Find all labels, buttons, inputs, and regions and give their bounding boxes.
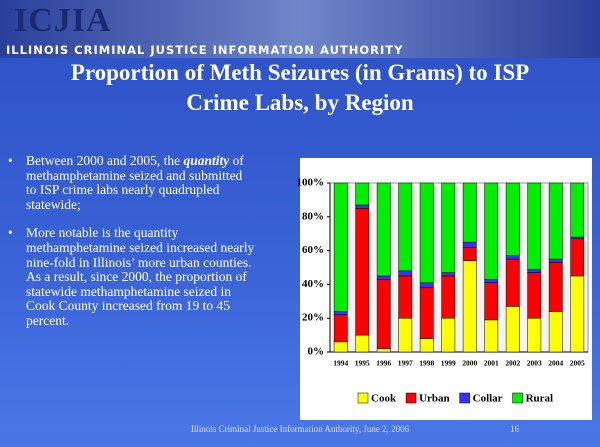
bar-segment xyxy=(484,319,499,353)
bar-segment xyxy=(505,255,520,260)
bar-segment xyxy=(484,282,499,321)
x-tick-label: 1994 xyxy=(333,359,348,368)
legend-label: Urban xyxy=(419,393,450,405)
y-tick-label: 100% xyxy=(297,177,325,189)
bar-segment xyxy=(570,238,585,277)
bar-segment xyxy=(505,306,520,353)
bar-segment xyxy=(462,182,477,243)
bar-segment xyxy=(441,272,456,277)
page-number: 16 xyxy=(510,424,519,434)
bullet: Between 2000 and 2005, the quantity of m… xyxy=(6,153,256,212)
bar-segment xyxy=(570,236,585,240)
bar-segment xyxy=(570,275,585,353)
legend-swatch xyxy=(512,392,523,404)
banner: ICJIA ILLINOIS CRIMINAL JUSTICE INFORMAT… xyxy=(0,0,600,58)
bar-segment xyxy=(333,182,348,312)
bar-segment xyxy=(441,317,456,353)
x-tick-label: 1997 xyxy=(398,359,413,368)
bar-segment xyxy=(419,182,434,283)
agency-name: ILLINOIS CRIMINAL JUSTICE INFORMATION AU… xyxy=(6,43,404,57)
x-tick-label: 2000 xyxy=(462,359,477,368)
x-tick-label: 2003 xyxy=(527,359,542,368)
bar-segment xyxy=(398,270,413,277)
bullet-text: Between 2000 and 2005, the xyxy=(26,153,184,168)
bullet-text: quantity xyxy=(183,153,230,168)
bullet-list: Between 2000 and 2005, the quantity of m… xyxy=(6,153,256,343)
bar-segment xyxy=(376,279,391,349)
x-tick-label: 1998 xyxy=(419,359,434,368)
bar-segment xyxy=(527,182,542,270)
x-tick-label: 1999 xyxy=(441,359,456,368)
bar-segment xyxy=(355,182,370,206)
bar-segment xyxy=(441,275,456,319)
bar-segment xyxy=(548,182,563,260)
bar-segment xyxy=(398,182,413,272)
bullet-text: More notable is the quantity methampheta… xyxy=(26,225,255,328)
bar-segment xyxy=(419,338,434,353)
bar-segment xyxy=(570,182,585,238)
bar-segment xyxy=(484,279,499,283)
bar-segment xyxy=(398,275,413,319)
bar-segment xyxy=(462,241,477,248)
footer: Illinois Criminal Justice Information Au… xyxy=(190,424,410,434)
bar-segment xyxy=(355,334,370,353)
legend-swatch xyxy=(357,392,369,404)
slide-title: Proportion of Meth Seizures (in Grams) t… xyxy=(70,60,530,115)
legend-label: Rural xyxy=(526,393,554,405)
x-tick-label: 2004 xyxy=(548,359,563,368)
y-tick-label: 0% xyxy=(308,346,325,358)
bullet-text: of methamphetamine seized and submitted … xyxy=(26,153,244,212)
bar-segment xyxy=(548,311,563,353)
y-tick-label: 20% xyxy=(302,312,324,324)
bar-segment xyxy=(333,314,348,343)
bar-segment xyxy=(527,272,542,319)
bar-segment xyxy=(527,317,542,353)
legend-label: Collar xyxy=(473,393,503,405)
legend-swatch xyxy=(459,392,470,404)
bar-segment xyxy=(333,311,348,316)
bar-segment xyxy=(419,282,434,289)
legend-label: Cook xyxy=(371,393,397,405)
bar-segment xyxy=(548,258,563,263)
bar-segment xyxy=(355,204,370,209)
bar-segment xyxy=(333,341,348,353)
bar-segment xyxy=(355,208,370,336)
x-tick-label: 2005 xyxy=(570,359,585,368)
bar-segment xyxy=(376,182,391,277)
bar-segment xyxy=(376,348,391,353)
bar-segment xyxy=(376,275,391,280)
y-tick-label: 60% xyxy=(302,244,324,256)
back-wall xyxy=(329,182,589,353)
bar-segment xyxy=(505,258,520,307)
x-tick-label: 1996 xyxy=(376,359,391,368)
x-tick-label: 2001 xyxy=(484,359,499,368)
y-tick-label: 40% xyxy=(302,278,324,290)
legend-swatch xyxy=(405,392,417,404)
bar-segment xyxy=(548,262,563,312)
x-tick-label: 1995 xyxy=(355,359,370,368)
logo: ICJIA xyxy=(14,2,112,39)
bar-segment xyxy=(527,268,542,273)
bar-segment xyxy=(462,246,477,261)
bar-segment xyxy=(505,182,520,256)
bullet: More notable is the quantity methampheta… xyxy=(6,226,256,328)
y-tick-label: 80% xyxy=(302,210,324,222)
bar-segment xyxy=(398,317,413,353)
bar-segment xyxy=(419,287,434,339)
x-tick-label: 2002 xyxy=(505,359,520,368)
bar-segment xyxy=(484,182,499,280)
bar-segment xyxy=(441,182,456,273)
bar-segment xyxy=(462,260,477,353)
